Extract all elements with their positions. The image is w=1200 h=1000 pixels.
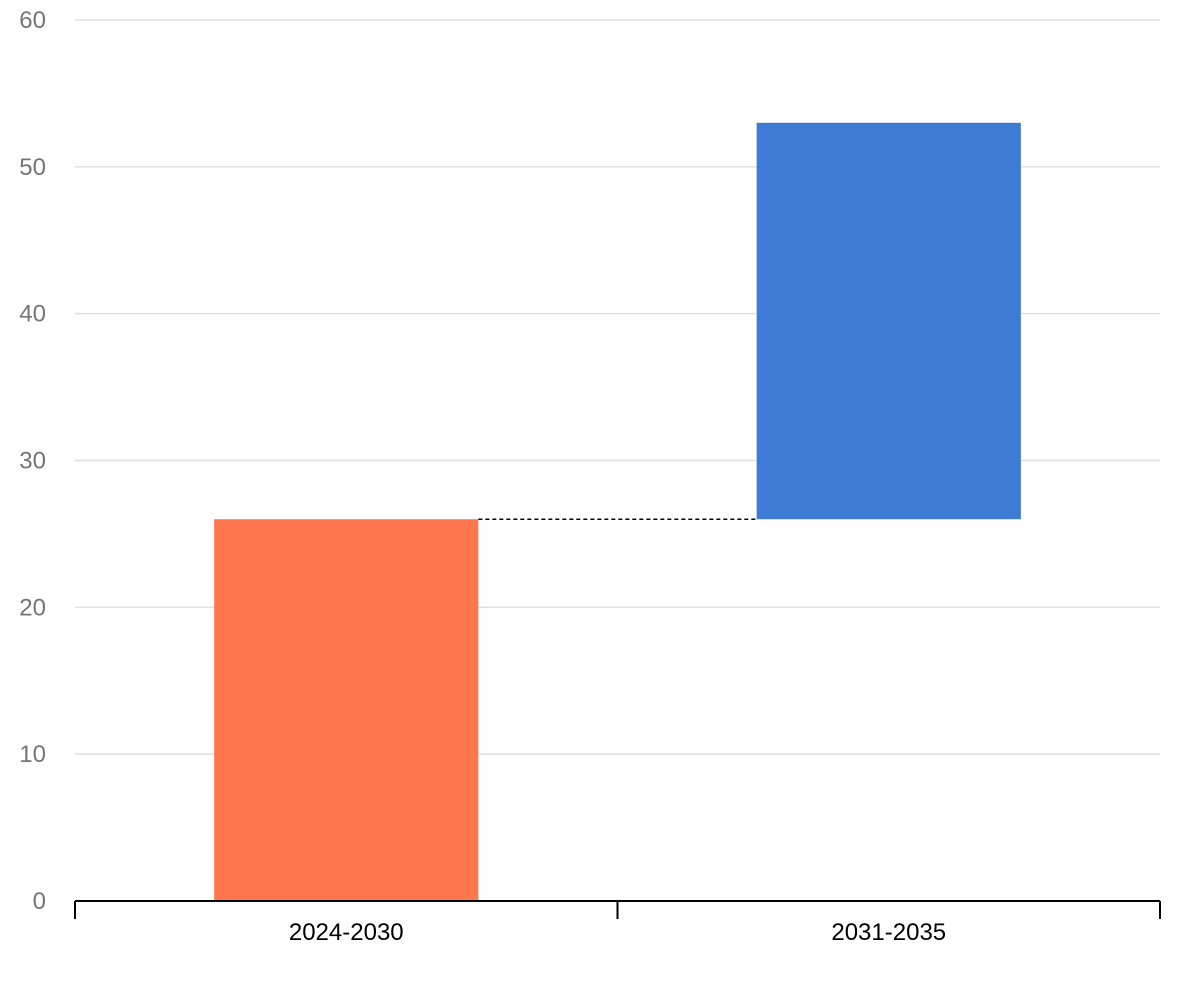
y-tick-label: 40 — [19, 301, 46, 328]
y-tick-label: 10 — [19, 741, 46, 768]
y-tick-label: 60 — [19, 7, 46, 34]
x-tick-label: 2031-2035 — [831, 919, 946, 946]
y-tick-label: 0 — [33, 888, 46, 915]
bar-2031-2035 — [756, 122, 1021, 520]
y-tick-label: 20 — [19, 594, 46, 621]
x-axis: 2024-2030 2031-2035 — [74, 900, 1161, 946]
bar-2024-2030 — [214, 519, 479, 901]
x-tick-label: 2024-2030 — [289, 919, 404, 946]
bars — [214, 122, 1021, 901]
y-tick-label: 50 — [19, 154, 46, 181]
y-axis-ticks: 0 10 20 30 40 50 60 — [19, 7, 46, 915]
y-tick-label: 30 — [19, 448, 46, 475]
